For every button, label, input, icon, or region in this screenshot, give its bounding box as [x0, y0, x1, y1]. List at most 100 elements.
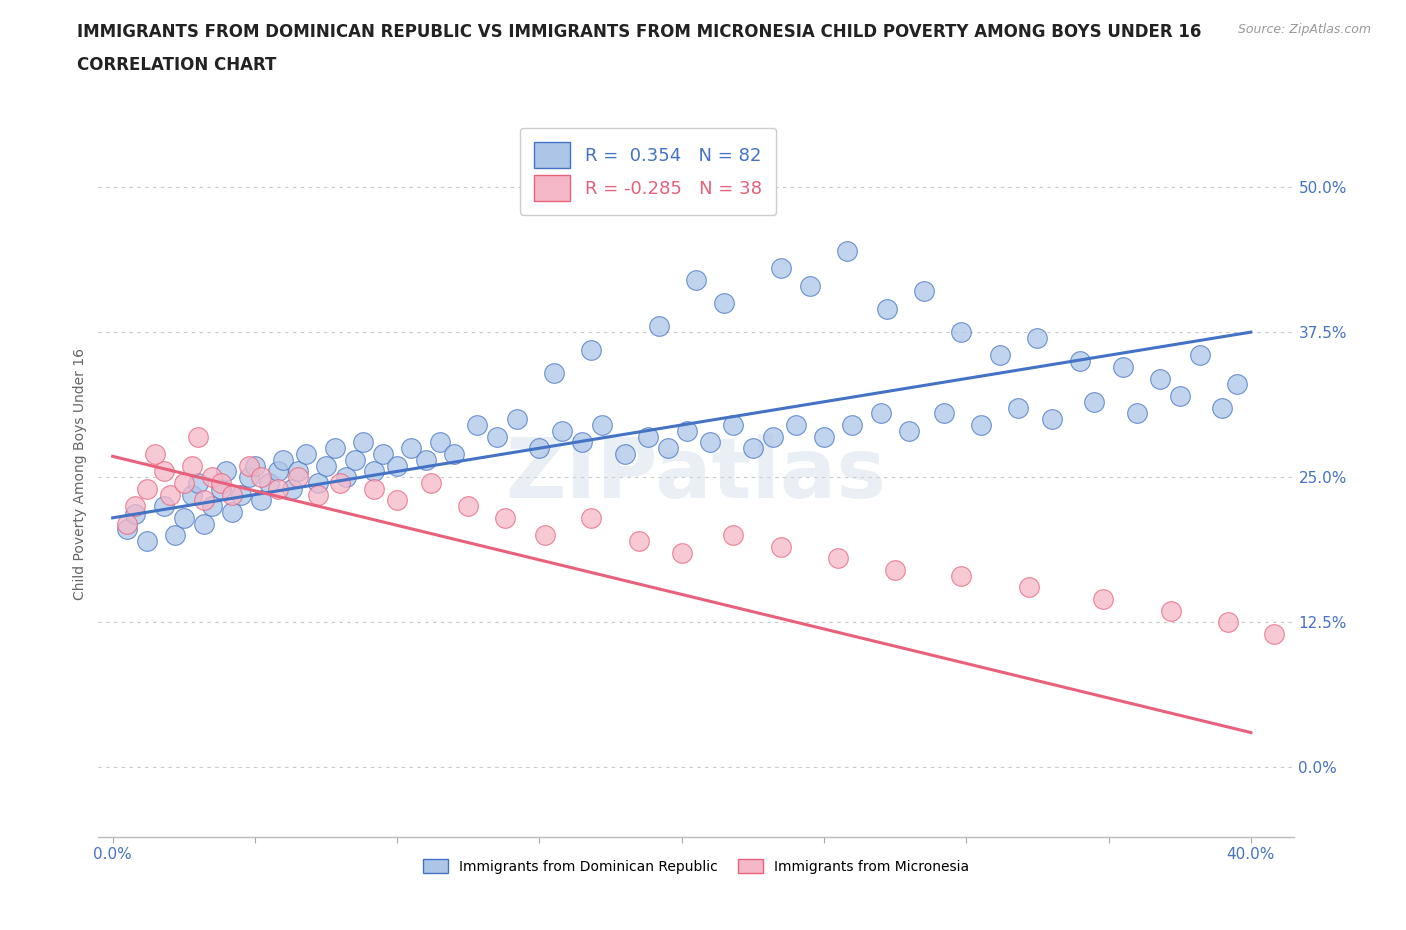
Point	[115, 516, 138, 531]
Point	[534, 528, 557, 543]
Point	[193, 516, 215, 531]
Point	[1211, 400, 1233, 415]
Point	[209, 475, 232, 490]
Point	[762, 429, 785, 444]
Point	[676, 423, 699, 438]
Point	[173, 511, 195, 525]
Point	[1263, 627, 1285, 642]
Point	[949, 325, 972, 339]
Point	[1126, 405, 1149, 420]
Point	[827, 551, 849, 565]
Point	[363, 482, 385, 497]
Point	[420, 475, 443, 490]
Point	[193, 493, 215, 508]
Point	[181, 487, 204, 502]
Point	[1040, 412, 1063, 427]
Point	[884, 563, 907, 578]
Point	[932, 405, 955, 420]
Point	[267, 482, 290, 497]
Point	[1160, 604, 1182, 618]
Point	[628, 534, 651, 549]
Point	[506, 412, 529, 427]
Point	[835, 244, 858, 259]
Point	[770, 260, 793, 275]
Point	[307, 487, 329, 502]
Point	[257, 475, 280, 490]
Point	[153, 498, 176, 513]
Point	[671, 545, 693, 560]
Point	[876, 301, 898, 316]
Point	[713, 296, 735, 311]
Point	[770, 539, 793, 554]
Point	[990, 348, 1012, 363]
Point	[741, 441, 763, 456]
Point	[637, 429, 659, 444]
Point	[579, 342, 602, 357]
Point	[571, 435, 593, 450]
Point	[267, 464, 290, 479]
Point	[1069, 353, 1091, 368]
Point	[187, 429, 209, 444]
Point	[648, 319, 671, 334]
Point	[721, 418, 744, 432]
Point	[1018, 580, 1040, 595]
Point	[201, 498, 224, 513]
Point	[785, 418, 807, 432]
Text: ZIPatlas: ZIPatlas	[506, 433, 886, 515]
Point	[1226, 377, 1249, 392]
Point	[685, 272, 707, 287]
Point	[591, 418, 613, 432]
Point	[657, 441, 679, 456]
Point	[385, 458, 409, 473]
Point	[249, 470, 271, 485]
Point	[352, 435, 374, 450]
Point	[485, 429, 508, 444]
Point	[1149, 371, 1171, 386]
Point	[124, 507, 146, 522]
Point	[1188, 348, 1211, 363]
Point	[870, 405, 893, 420]
Point	[494, 511, 516, 525]
Point	[1112, 360, 1135, 375]
Point	[187, 475, 209, 490]
Point	[153, 464, 176, 479]
Text: CORRELATION CHART: CORRELATION CHART	[77, 56, 277, 73]
Point	[215, 464, 238, 479]
Point	[1026, 330, 1049, 345]
Point	[335, 470, 357, 485]
Point	[221, 487, 243, 502]
Text: IMMIGRANTS FROM DOMINICAN REPUBLIC VS IMMIGRANTS FROM MICRONESIA CHILD POVERTY A: IMMIGRANTS FROM DOMINICAN REPUBLIC VS IM…	[77, 23, 1202, 41]
Point	[543, 365, 565, 380]
Point	[443, 446, 465, 461]
Point	[949, 568, 972, 583]
Point	[135, 534, 157, 549]
Point	[229, 487, 252, 502]
Point	[969, 418, 991, 432]
Point	[363, 464, 385, 479]
Point	[898, 423, 921, 438]
Point	[173, 475, 195, 490]
Text: Source: ZipAtlas.com: Source: ZipAtlas.com	[1237, 23, 1371, 36]
Point	[429, 435, 451, 450]
Point	[457, 498, 479, 513]
Point	[159, 487, 181, 502]
Point	[287, 470, 309, 485]
Point	[323, 441, 346, 456]
Point	[401, 441, 423, 456]
Point	[579, 511, 602, 525]
Point	[307, 475, 329, 490]
Point	[243, 458, 266, 473]
Point	[529, 441, 551, 456]
Point	[143, 446, 166, 461]
Point	[551, 423, 574, 438]
Point	[201, 470, 224, 485]
Legend: Immigrants from Dominican Republic, Immigrants from Micronesia: Immigrants from Dominican Republic, Immi…	[416, 852, 976, 881]
Point	[1083, 394, 1105, 409]
Point	[181, 458, 204, 473]
Point	[912, 284, 935, 299]
Point	[1216, 615, 1239, 630]
Point	[699, 435, 721, 450]
Point	[385, 493, 409, 508]
Point	[295, 446, 318, 461]
Point	[115, 522, 138, 537]
